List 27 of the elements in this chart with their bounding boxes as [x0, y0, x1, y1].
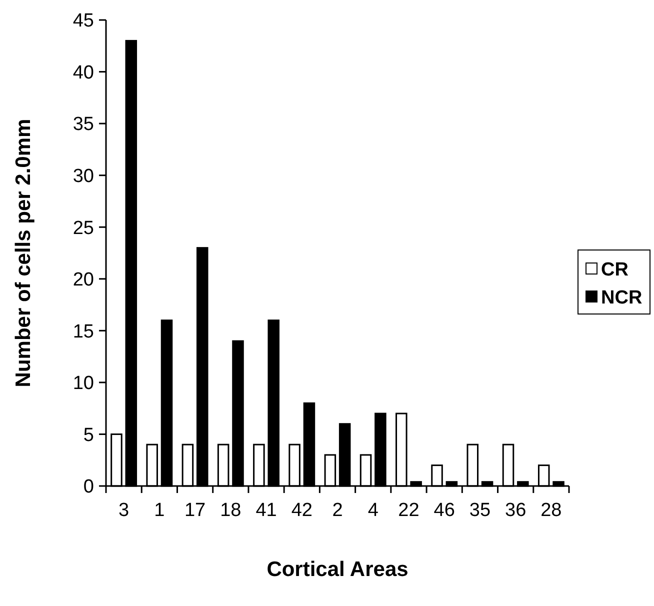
y-tick-label: 0: [83, 476, 94, 498]
x-tick-label: 3: [118, 500, 130, 521]
y-tick-label: 40: [72, 62, 94, 84]
y-tick-label: 25: [72, 218, 94, 239]
y-tick-label: 10: [72, 373, 94, 394]
x-tick-label: 17: [184, 500, 206, 521]
y-tick-label: 45: [72, 10, 94, 32]
y-tick-label: 35: [72, 114, 94, 136]
x-tick-label: 28: [540, 500, 562, 521]
x-tick-label: 22: [398, 500, 420, 521]
y-tick-label: 15: [72, 321, 94, 342]
x-tick-label: 36: [505, 500, 526, 521]
x-tick-label: 35: [469, 500, 491, 521]
x-tick-label: 41: [256, 500, 277, 521]
x-tick-label: 18: [220, 500, 242, 521]
y-tick-label: 30: [72, 166, 94, 187]
y-tick-label: 5: [83, 424, 94, 446]
legend-label: CR: [601, 260, 629, 281]
x-tick-label: 42: [291, 500, 312, 521]
x-axis-title: Cortical Areas: [266, 558, 408, 581]
x-tick-label: 1: [154, 500, 165, 521]
y-axis-title: Number of cells per 2.0mm: [12, 118, 35, 388]
x-tick-label: 2: [332, 500, 343, 521]
y-tick-label: 20: [72, 270, 94, 291]
x-tick-label: 46: [434, 500, 455, 521]
legend-label: NCR: [601, 288, 642, 309]
x-tick-label: 4: [368, 500, 379, 521]
